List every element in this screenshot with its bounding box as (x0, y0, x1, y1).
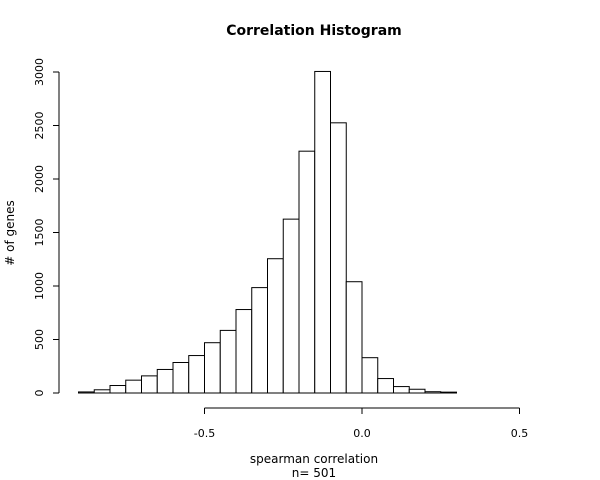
y-tick-label: 500 (33, 329, 46, 350)
histogram-bar (314, 70, 331, 394)
x-axis-sublabel: n= 501 (292, 466, 336, 480)
y-tick-label: 3000 (33, 58, 46, 86)
x-axis: -0.5 0.0 0.5 (194, 407, 529, 440)
chart-title: Correlation Histogram (226, 23, 402, 39)
x-axis-label: spearman correlation (250, 452, 378, 466)
histogram-bar (361, 357, 379, 394)
histogram-bar (235, 309, 253, 394)
histogram-bar (424, 391, 442, 394)
histogram-bar (251, 287, 268, 394)
histogram-bar (141, 375, 158, 394)
histogram-bar (393, 386, 410, 394)
histogram-bar (125, 379, 142, 394)
histogram-bar (78, 391, 95, 394)
histogram-bar (282, 218, 300, 394)
y-tick-label: 0 (33, 390, 46, 397)
histogram-bar (440, 391, 457, 394)
y-tick-label: 1500 (33, 219, 46, 247)
x-tick-label: 0.5 (511, 427, 529, 440)
histogram-bar (345, 281, 363, 394)
histogram-bar (156, 368, 174, 394)
histogram-bar (298, 150, 316, 394)
x-tick-label: -0.5 (194, 427, 215, 440)
histogram-bar (188, 355, 205, 394)
histogram-bar (330, 122, 347, 394)
y-tick-label: 2500 (33, 112, 46, 140)
x-tick-label: 0.0 (353, 427, 371, 440)
histogram-bar (109, 385, 127, 394)
histogram-bar (219, 329, 237, 394)
histogram-bar (267, 258, 284, 394)
y-axis-label: # of genes (3, 200, 17, 266)
histogram-bar (408, 388, 426, 394)
histogram-bar (204, 342, 221, 394)
histogram-bar (377, 378, 394, 394)
bars-group (78, 70, 457, 394)
histogram-bar (93, 389, 111, 394)
y-axis: 0 500 1000 1500 2000 2500 3000 (33, 58, 60, 397)
histogram-bar (172, 362, 190, 394)
y-tick-label: 2000 (33, 165, 46, 193)
y-tick-label: 1000 (33, 272, 46, 300)
